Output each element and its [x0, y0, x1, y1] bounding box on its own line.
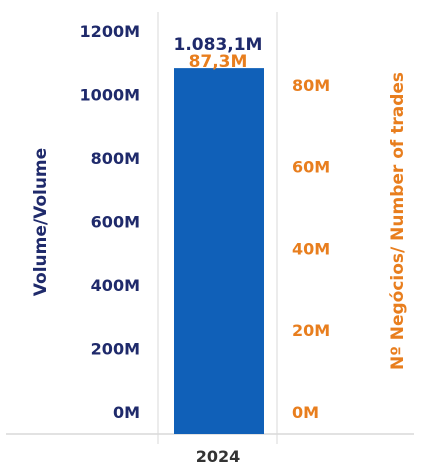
right-tick-label: 80M	[292, 76, 330, 95]
right-tick-label: 0M	[292, 403, 319, 422]
right-tick-label: 40M	[292, 239, 330, 258]
left-tick-label: 800M	[91, 149, 140, 168]
left-tick-label: 200M	[91, 340, 140, 359]
left-axis-ticks: 0M 200M 400M 600M 800M 1000M 1200M	[80, 22, 140, 422]
bar-2024	[174, 68, 264, 434]
left-axis-title: Volume/Volume	[31, 148, 51, 296]
left-tick-label: 600M	[91, 213, 140, 232]
left-tick-label: 1200M	[80, 22, 140, 41]
left-tick-label: 0M	[113, 403, 140, 422]
left-tick-label: 1000M	[80, 86, 140, 105]
data-label-volume: 1.083,1M	[174, 35, 263, 55]
right-tick-label: 20M	[292, 321, 330, 340]
right-tick-label: 60M	[292, 158, 330, 177]
left-tick-label: 400M	[91, 276, 140, 295]
category-label: 2024	[196, 447, 241, 466]
bar-series	[174, 68, 264, 434]
category-axis: 2024	[196, 447, 241, 466]
right-axis-ticks: 0M 20M 40M 60M 80M	[292, 76, 330, 422]
right-axis-title: Nº Negócios/ Number of trades	[388, 72, 408, 370]
data-label-trades: 87,3M	[189, 52, 248, 72]
